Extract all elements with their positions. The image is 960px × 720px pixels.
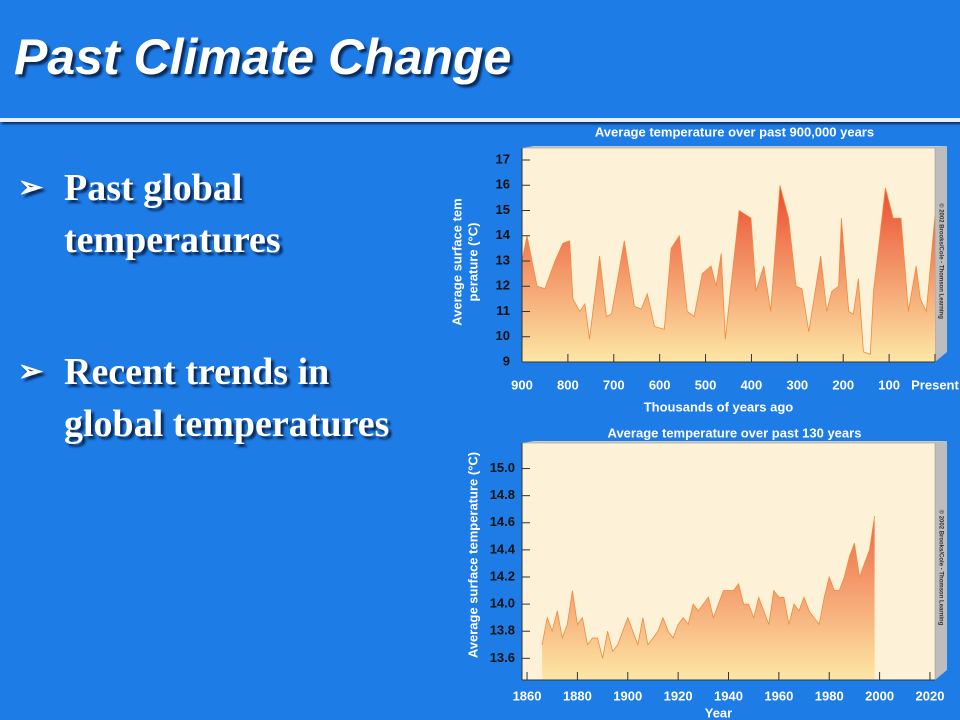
y-axis-label: Average surface temperature (°C) [465, 452, 480, 658]
y-tick-label: 17 [496, 151, 510, 166]
y-tick-label: 12 [496, 278, 510, 293]
area-line [521, 185, 936, 355]
x-tick-label: 600 [649, 377, 671, 392]
frame-top [522, 441, 947, 443]
x-tick-label: 100 [878, 377, 900, 392]
bullet-line: Recent trends in [64, 351, 330, 393]
y-axis-label: perature (°C) [465, 223, 480, 302]
frame-side [935, 146, 947, 362]
x-tick-label: 800 [557, 377, 579, 392]
x-tick-label: 200 [832, 377, 854, 392]
y-tick-label: 14.8 [490, 487, 515, 502]
bullet: ➢ Recent trends in global temperatures [18, 346, 389, 450]
slide-title: Past Climate Change [14, 29, 512, 85]
x-axis-label: Thousands of years ago [644, 399, 794, 414]
x-tick-label: 400 [741, 377, 763, 392]
y-tick-label: 14 [496, 227, 511, 242]
bullet-arrow: ➢ [18, 355, 44, 388]
y-tick-label: 14.4 [490, 541, 516, 556]
x-tick-label: 1960 [764, 688, 793, 703]
bullet: ➢ Past global temperatures [18, 162, 281, 266]
y-tick-label: 13 [496, 252, 510, 267]
x-tick-label: 1980 [815, 688, 844, 703]
chart-title: Average temperature over past 900,000 ye… [595, 124, 874, 139]
x-tick-label: Present [911, 377, 959, 392]
bullet-line: Past global [64, 167, 243, 209]
bullet-line: temperatures [64, 219, 281, 261]
x-tick-label: 2020 [916, 688, 945, 703]
x-tick-label: 1860 [513, 688, 542, 703]
x-tick-label: 1940 [714, 688, 743, 703]
x-tick-label: 1920 [664, 688, 693, 703]
y-tick-label: 15 [496, 202, 510, 217]
y-tick-label: 16 [496, 177, 510, 192]
x-tick-label: 300 [786, 377, 808, 392]
y-tick-label: 13.6 [490, 650, 515, 665]
frame-side [935, 441, 947, 680]
y-tick-label: 15.0 [490, 460, 515, 475]
area-fill [522, 185, 935, 362]
credit: © 2002 Brooks/Cole - Thomson Learning [937, 510, 944, 626]
y-tick-label: 14.2 [490, 568, 515, 583]
x-tick-label: 1900 [613, 688, 642, 703]
x-tick-label: 2000 [865, 688, 894, 703]
x-tick-label: 500 [695, 377, 717, 392]
y-tick-label: 10 [496, 328, 510, 343]
x-tick-label: 900 [511, 377, 533, 392]
area-line [541, 515, 875, 659]
frame-top [522, 146, 947, 148]
title-rule [0, 118, 960, 122]
credit: © 2002 Brooks/Cole - Thomson Learning [937, 203, 944, 319]
y-tick-label: 13.8 [490, 623, 515, 638]
y-tick-label: 11 [496, 303, 510, 318]
bullet-line: global temperatures [64, 403, 390, 445]
x-axis-label: Year [705, 705, 732, 720]
x-tick-label: 1880 [563, 688, 592, 703]
chart-title: Average temperature over past 130 years [608, 425, 862, 440]
y-axis-label: Average surface tem [449, 198, 464, 325]
x-tick-label: 700 [603, 377, 625, 392]
y-tick-label: 14.6 [490, 514, 515, 529]
bullet-arrow: ➢ [18, 171, 44, 204]
y-tick-label: 14.0 [490, 596, 515, 611]
y-tick-label: 9 [503, 353, 510, 368]
